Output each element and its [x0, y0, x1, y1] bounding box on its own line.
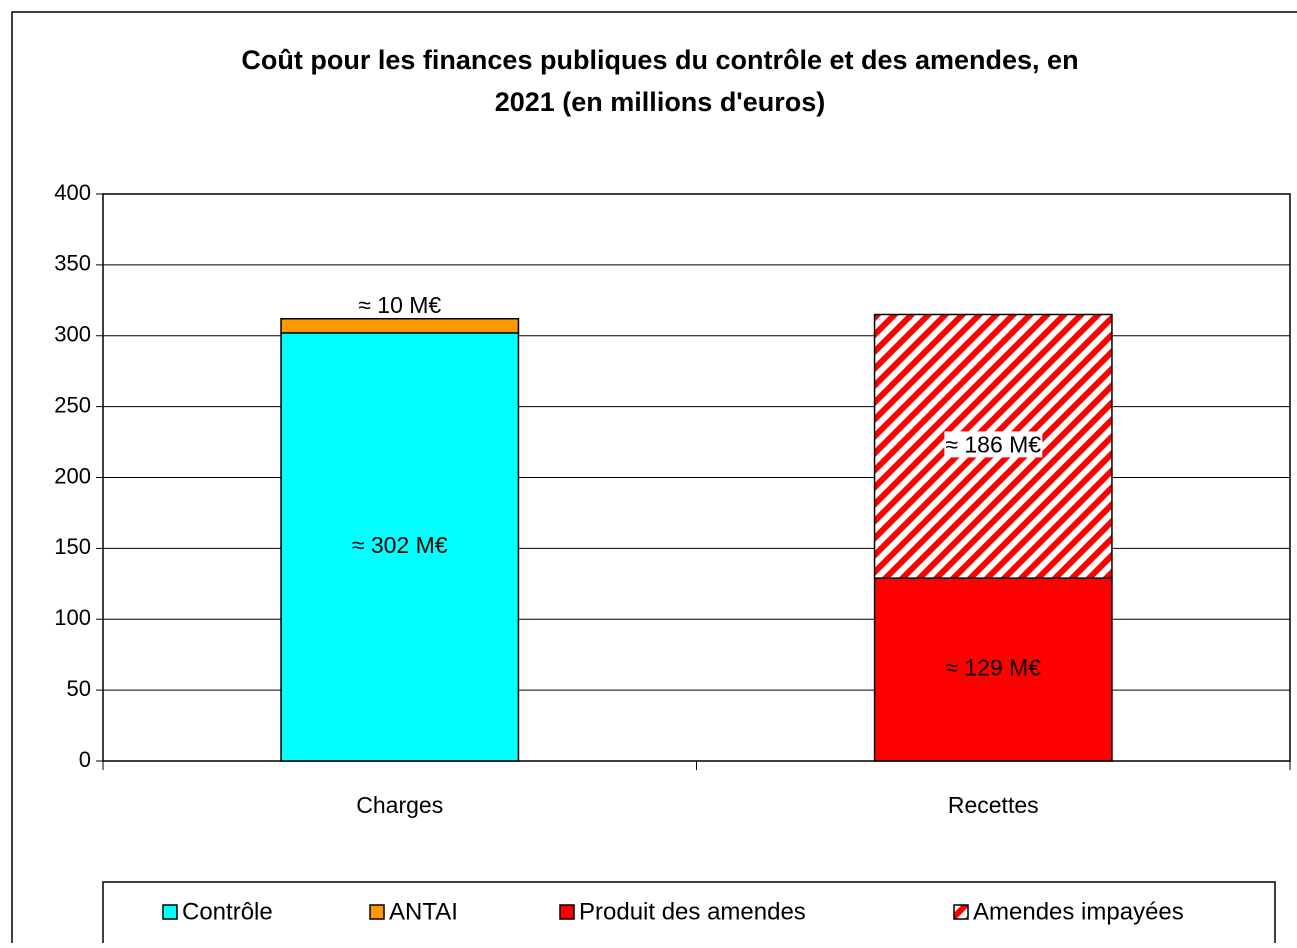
y-tick-label: 100 — [54, 605, 91, 630]
data-label: ≈ 302 M€ — [352, 532, 448, 558]
x-tick-label: Recettes — [948, 792, 1039, 818]
data-label-background — [944, 431, 1043, 458]
y-tick-label: 400 — [54, 180, 91, 205]
data-label: ≈ 129 M€ — [945, 655, 1041, 681]
legend-swatch — [953, 904, 969, 920]
y-tick-label: 150 — [54, 534, 91, 559]
bar-segment — [280, 317, 520, 334]
data-label: ≈ 186 M€ — [945, 431, 1041, 457]
y-tick-label: 350 — [54, 251, 91, 276]
legend-label: Amendes impayées — [973, 898, 1184, 925]
legend-label: Produit des amendes — [579, 898, 806, 925]
bar-segment — [280, 332, 520, 762]
legend-swatch — [162, 904, 178, 920]
bar-segment — [873, 577, 1113, 762]
x-tick-label: Charges — [356, 792, 443, 818]
y-tick-label: 300 — [54, 322, 91, 347]
chart-title: Coût pour les finances publiques du cont… — [241, 45, 1078, 75]
data-label: ≈ 10 M€ — [358, 292, 441, 318]
y-tick-label: 0 — [79, 747, 91, 772]
legend-box — [102, 881, 1276, 945]
legend-swatch — [369, 904, 385, 920]
y-tick-label: 250 — [54, 392, 91, 417]
chart-title: 2021 (en millions d'euros) — [495, 87, 826, 117]
chart-border — [11, 11, 1297, 948]
y-tick-label: 50 — [67, 676, 91, 701]
y-tick-label: 200 — [54, 463, 91, 488]
legend-swatch — [559, 904, 575, 920]
legend-label: ANTAI — [389, 898, 458, 925]
legend-label: Contrôle — [182, 898, 273, 925]
